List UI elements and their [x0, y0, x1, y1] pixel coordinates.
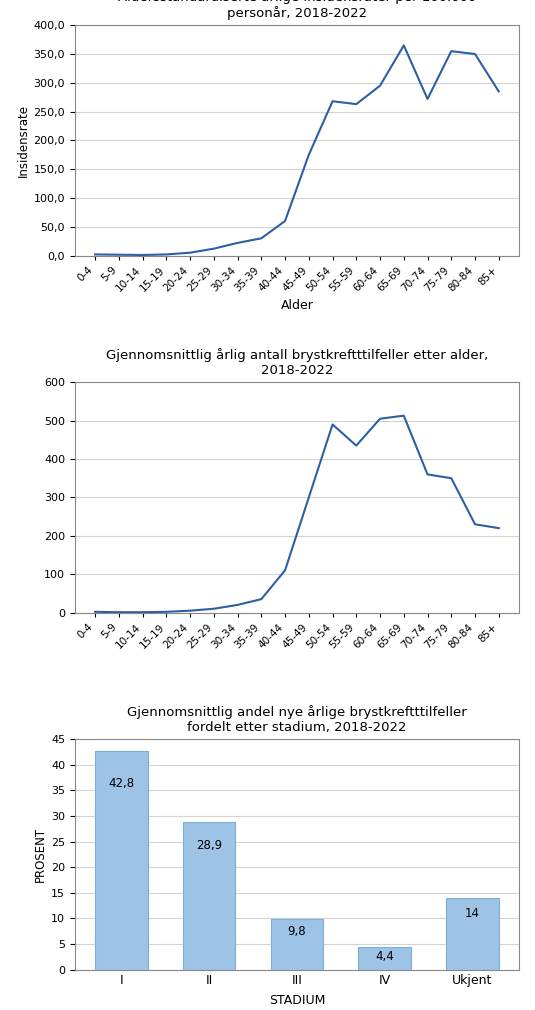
Bar [358, 947, 411, 970]
Bar [95, 750, 148, 970]
Title: Gjennomsnittlig årlig antall brystkreftttilfeller etter alder,
2018-2022: Gjennomsnittlig årlig antall brystkreftt… [106, 348, 488, 377]
Title: Gjennomsnittlig andel nye årlige brystkreftttilfeller
fordelt etter stadium, 201: Gjennomsnittlig andel nye årlige brystkr… [127, 705, 467, 734]
X-axis label: STADIUM: STADIUM [269, 995, 325, 1007]
Y-axis label: PROSENT: PROSENT [34, 827, 47, 882]
Bar [271, 919, 323, 970]
Bar [183, 822, 235, 970]
Y-axis label: Insidensrate: Insidensrate [17, 104, 29, 177]
Text: 14: 14 [465, 907, 480, 919]
Title: Aldersstandardiserte årlige insidensrater per 100.000
personår, 2018-2022: Aldersstandardiserte årlige insidensrate… [118, 0, 476, 20]
Text: 42,8: 42,8 [109, 777, 134, 790]
X-axis label: Alder: Alder [280, 299, 314, 312]
Bar [446, 898, 499, 970]
Text: 28,9: 28,9 [196, 839, 222, 852]
Text: 9,8: 9,8 [288, 925, 306, 938]
Text: 4,4: 4,4 [376, 949, 394, 963]
